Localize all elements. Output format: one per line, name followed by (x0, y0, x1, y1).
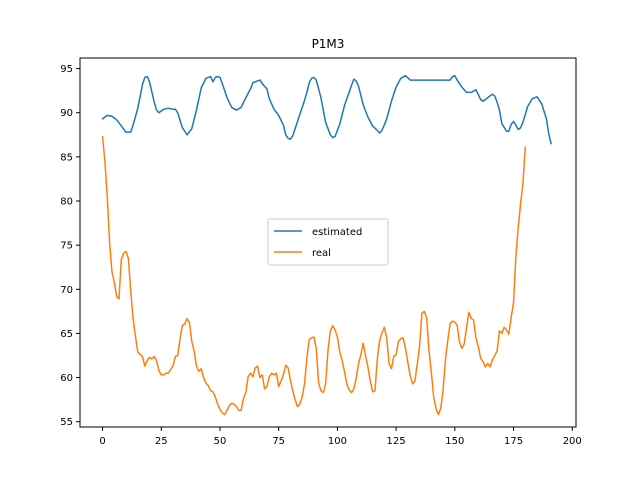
y-tick-label: 85 (60, 152, 73, 163)
chart-title: P1M3 (312, 37, 345, 51)
y-tick-label: 70 (60, 285, 73, 296)
y-tick-label: 55 (60, 417, 73, 428)
series-layer (101, 74, 552, 416)
y-tick-label: 60 (60, 373, 73, 384)
legend-label-real: real (312, 248, 331, 259)
x-tick-label: 150 (445, 436, 464, 447)
x-tick-label: 100 (328, 436, 347, 447)
y-tick-label: 90 (60, 108, 73, 119)
x-tick-label: 125 (387, 436, 406, 447)
y-tick-label: 95 (60, 64, 73, 75)
series-line-estimated (101, 74, 552, 145)
x-tick-label: 75 (272, 436, 285, 447)
x-axis: 0 25 50 75 100 125 150 175 200 (99, 427, 582, 447)
x-tick-label: 200 (563, 436, 582, 447)
x-tick-label: 0 (99, 436, 105, 447)
plot-frame (79, 57, 577, 428)
x-tick-label: 175 (504, 436, 523, 447)
x-tick-label: 50 (214, 436, 227, 447)
x-tick-label: 25 (155, 436, 168, 447)
y-tick-label: 75 (60, 241, 73, 252)
y-tick-label: 65 (60, 329, 73, 340)
legend-label-estimated: estimated (312, 227, 362, 238)
series-line-real (101, 135, 527, 416)
legend: estimated real (267, 218, 389, 266)
y-axis: 55 60 65 70 75 80 85 90 95 (60, 64, 80, 428)
y-tick-label: 80 (60, 197, 73, 208)
